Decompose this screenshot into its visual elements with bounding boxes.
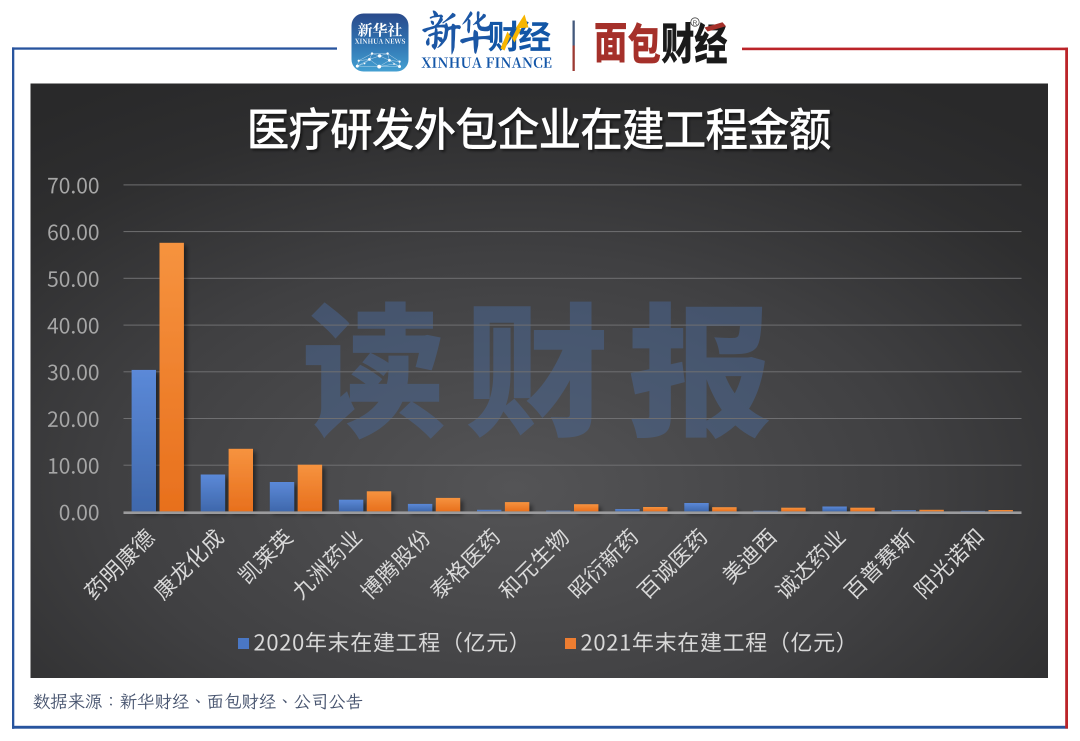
svg-text:R: R [693,20,698,27]
